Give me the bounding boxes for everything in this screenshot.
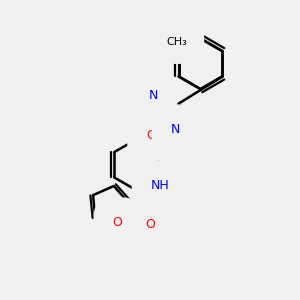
Text: N: N [171, 123, 180, 136]
Text: O: O [112, 216, 122, 229]
Text: O: O [146, 129, 156, 142]
Text: CH₃: CH₃ [167, 37, 188, 47]
Text: N: N [149, 88, 158, 101]
Text: NH: NH [150, 179, 169, 192]
Text: O: O [145, 218, 155, 231]
